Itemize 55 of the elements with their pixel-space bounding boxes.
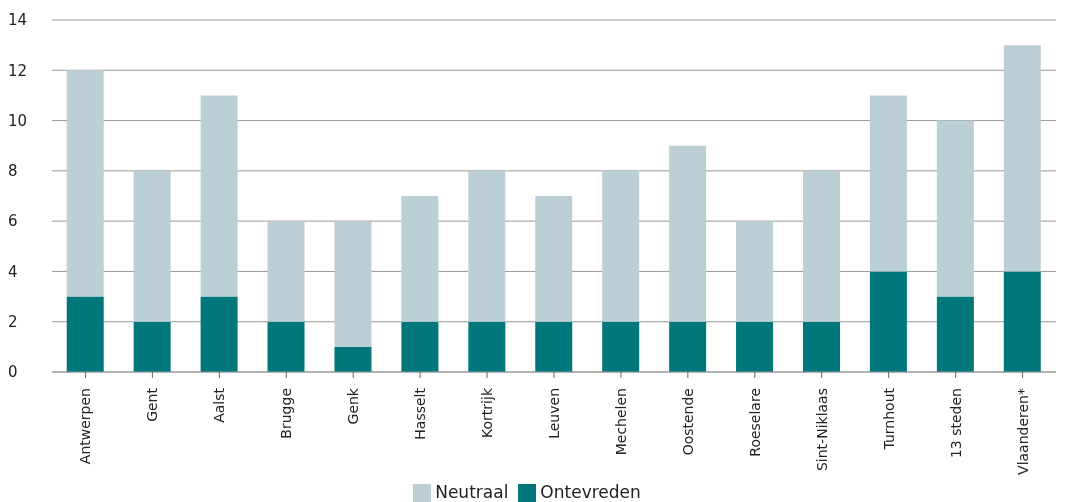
legend-label: Ontevreden [540, 482, 641, 502]
x-tick-label: Antwerpen [77, 388, 94, 465]
bar [669, 145, 707, 322]
bar [66, 296, 104, 372]
bar [468, 321, 506, 372]
y-tick-label: 8 [8, 162, 18, 181]
bar [1003, 271, 1041, 372]
x-tick-label: Vlaanderen* [1014, 388, 1031, 475]
bar [535, 321, 573, 372]
bar [869, 271, 907, 372]
bar [602, 170, 640, 322]
bar [736, 321, 774, 372]
y-tick-label: 14 [8, 11, 28, 30]
bar [535, 196, 573, 322]
x-tick-label: Brugge [278, 388, 295, 439]
y-tick-label: 12 [8, 61, 28, 80]
bar [936, 120, 974, 297]
bar [802, 170, 840, 322]
x-tick-label: Roeselare [746, 388, 763, 457]
x-tick-label: Hasselt [412, 387, 429, 440]
x-tick-label: Aalst [211, 387, 228, 423]
y-tick-label: 2 [8, 313, 18, 332]
y-tick-label: 0 [8, 363, 18, 382]
bar [936, 296, 974, 372]
bar [602, 321, 640, 372]
x-tick-label: Mechelen [612, 388, 629, 456]
bar [401, 321, 439, 372]
x-tick-label: Oostende [679, 388, 696, 456]
bar [334, 221, 372, 347]
x-tick-label: Gent [144, 387, 161, 422]
bar [133, 321, 171, 372]
x-tick-label: Sint-Niklaas [813, 388, 830, 472]
bar [267, 321, 305, 372]
bar [1003, 45, 1041, 272]
bar [267, 221, 305, 322]
bar [468, 170, 506, 322]
bar [669, 321, 707, 372]
x-tick-label: 13 steden [947, 388, 964, 459]
bar [869, 95, 907, 272]
x-tick-label: Kortrijk [479, 387, 496, 438]
bar [334, 346, 372, 372]
x-tick-label: Genk [345, 387, 362, 425]
y-tick-label: 6 [8, 212, 18, 231]
bar [200, 95, 238, 297]
x-tick-label: Leuven [546, 388, 562, 439]
y-tick-label: 10 [8, 111, 28, 130]
bar [200, 296, 238, 372]
bar [736, 221, 774, 322]
bar [401, 196, 439, 322]
legend-label: Neutraal [435, 482, 509, 502]
y-tick-label: 4 [8, 262, 18, 281]
bar [802, 321, 840, 372]
bar [133, 170, 171, 322]
x-tick-label: Turnhout [880, 387, 897, 451]
bar [66, 70, 104, 297]
